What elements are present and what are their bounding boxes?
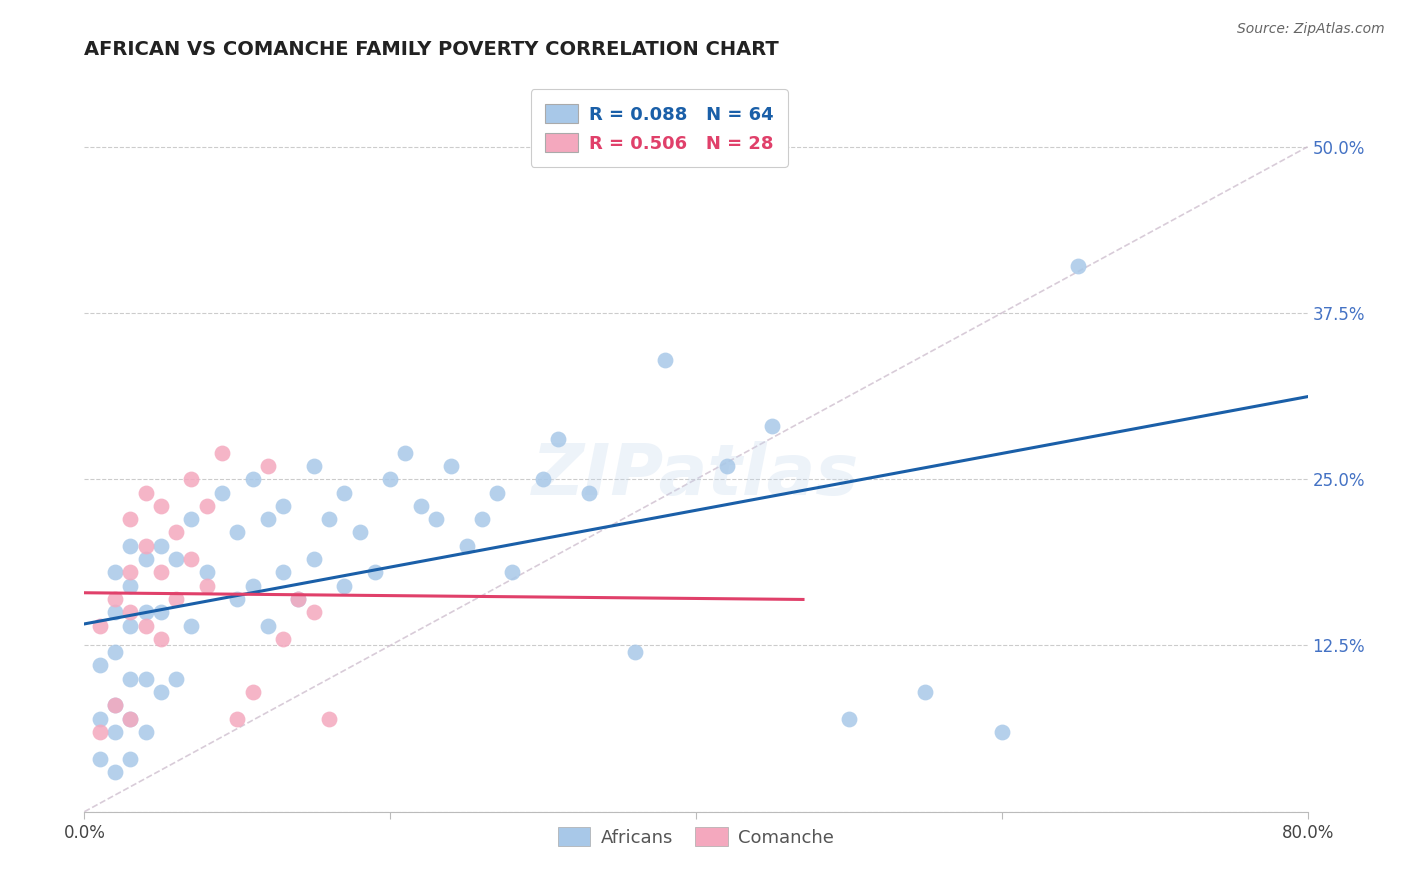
Point (149, 566, 172, 580)
Point (135, 672, 157, 686)
Point (456, 539, 478, 553)
Point (486, 485, 509, 500)
Point (135, 725, 157, 739)
Point (104, 764, 127, 779)
Point (531, 472, 554, 486)
Point (226, 591, 249, 606)
Point (195, 499, 218, 513)
Point (120, 512, 142, 526)
Point (838, 712, 860, 726)
Point (195, 566, 218, 580)
Point (104, 645, 127, 659)
Point (89, 658, 111, 673)
Point (257, 512, 280, 526)
Point (211, 485, 233, 500)
Point (149, 499, 172, 513)
Point (425, 512, 447, 526)
Point (440, 458, 463, 473)
Point (578, 485, 600, 500)
Point (104, 566, 127, 580)
Point (149, 539, 172, 553)
Point (914, 685, 936, 699)
Point (364, 566, 387, 580)
Point (991, 725, 1014, 739)
Point (180, 472, 202, 486)
Point (120, 579, 142, 593)
Point (502, 566, 524, 580)
Point (242, 685, 264, 699)
Point (333, 485, 356, 500)
Point (195, 579, 218, 593)
Point (104, 605, 127, 619)
Point (287, 591, 309, 606)
Point (149, 685, 172, 699)
Point (104, 591, 127, 606)
Point (302, 605, 325, 619)
Point (165, 552, 187, 566)
Point (716, 458, 738, 473)
Point (89, 618, 111, 632)
Point (135, 539, 157, 553)
Point (271, 632, 294, 646)
Point (226, 525, 249, 540)
Text: ZIPatlas: ZIPatlas (533, 441, 859, 509)
Point (1067, 260, 1090, 274)
Point (257, 618, 280, 632)
Point (135, 618, 157, 632)
Point (471, 512, 494, 526)
Point (120, 672, 142, 686)
Point (120, 539, 142, 553)
Point (180, 512, 202, 526)
Point (242, 472, 264, 486)
Point (180, 618, 202, 632)
Point (226, 712, 249, 726)
Point (624, 645, 647, 659)
Point (287, 591, 309, 606)
Point (242, 579, 264, 593)
Point (149, 605, 172, 619)
Point (149, 632, 172, 646)
Point (135, 605, 157, 619)
Point (89, 712, 111, 726)
Legend: Africans, Comanche: Africans, Comanche (551, 820, 841, 854)
Point (135, 552, 157, 566)
Point (165, 525, 187, 540)
Point (120, 566, 142, 580)
Point (120, 712, 142, 726)
Point (333, 579, 356, 593)
Point (104, 725, 127, 739)
Point (349, 525, 371, 540)
Point (120, 712, 142, 726)
Point (394, 445, 416, 459)
Point (271, 499, 294, 513)
Point (89, 725, 111, 739)
Point (165, 672, 187, 686)
Point (257, 458, 280, 473)
Point (120, 605, 142, 619)
Point (271, 566, 294, 580)
Point (211, 445, 233, 459)
Point (302, 458, 325, 473)
Point (89, 751, 111, 765)
Point (318, 512, 340, 526)
Point (654, 352, 676, 367)
Point (318, 712, 340, 726)
Point (104, 698, 127, 713)
Point (120, 751, 142, 765)
Point (761, 419, 783, 434)
Point (547, 433, 569, 447)
Point (104, 698, 127, 713)
Point (165, 591, 187, 606)
Point (120, 618, 142, 632)
Point (409, 499, 432, 513)
Text: Source: ZipAtlas.com: Source: ZipAtlas.com (1237, 22, 1385, 37)
Text: AFRICAN VS COMANCHE FAMILY POVERTY CORRELATION CHART: AFRICAN VS COMANCHE FAMILY POVERTY CORRE… (84, 40, 779, 59)
Point (380, 472, 402, 486)
Point (180, 552, 202, 566)
Point (302, 552, 325, 566)
Point (135, 485, 157, 500)
